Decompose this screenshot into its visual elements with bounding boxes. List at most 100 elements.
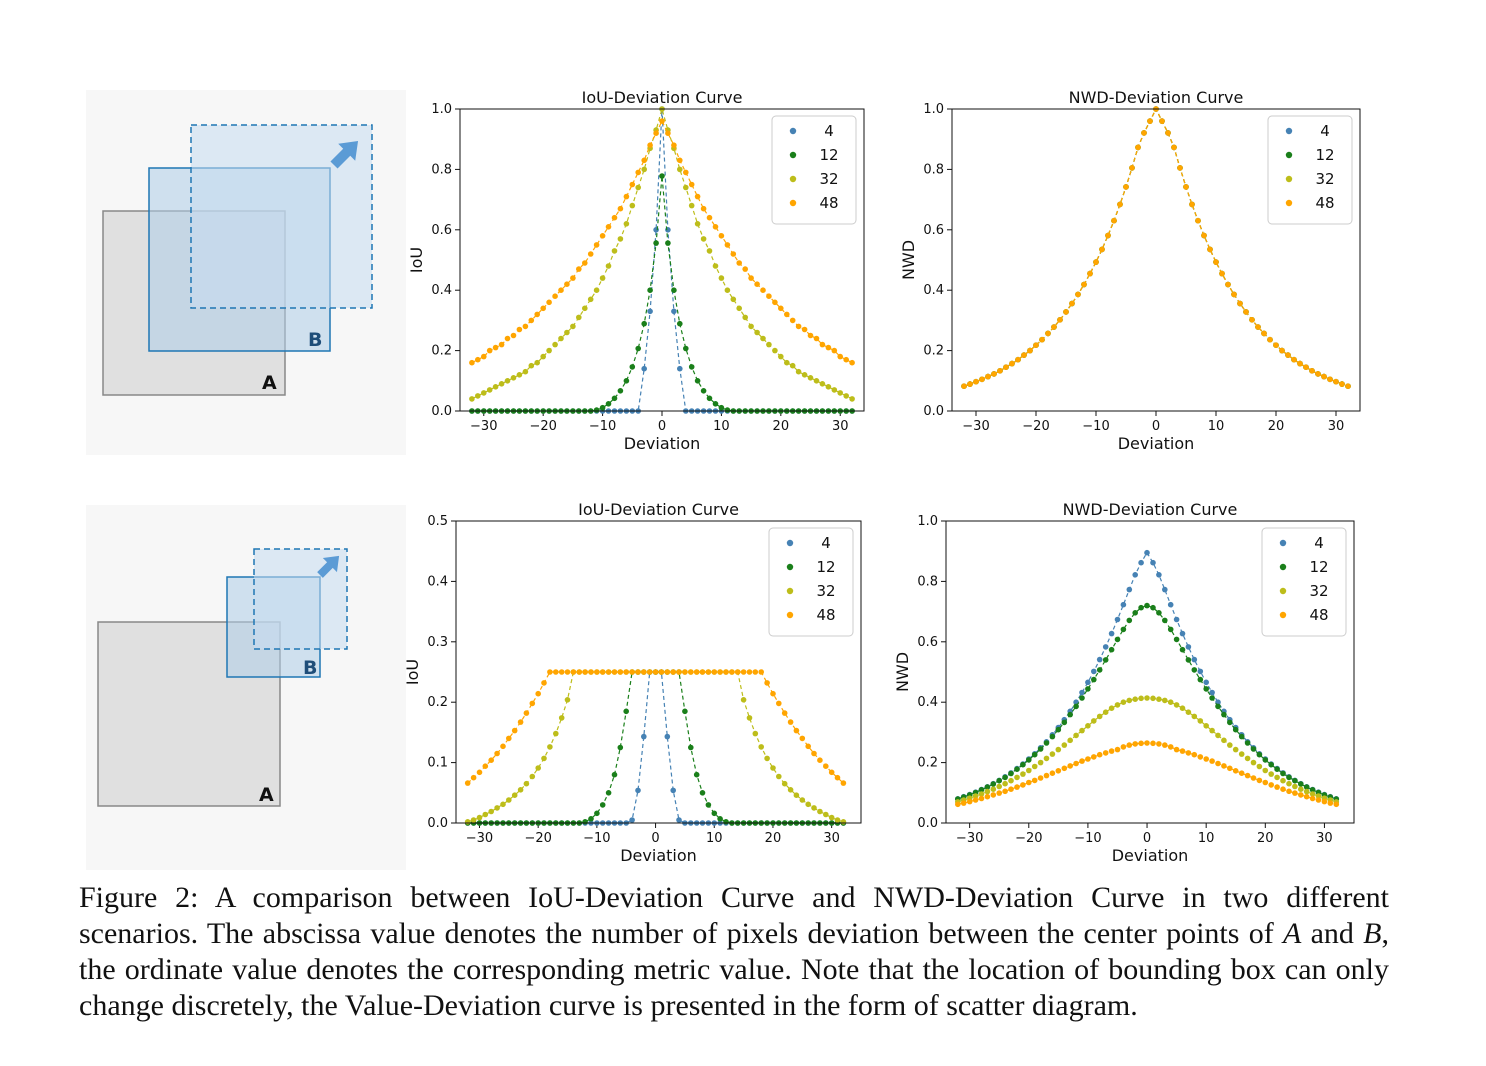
data-point-32 [516,372,523,378]
data-point-32 [1144,695,1150,701]
data-point-48 [469,359,475,366]
chart-title: NWD-Deviation Curve [1063,500,1238,519]
y-axis-label: NWD [899,240,918,280]
data-point-12 [1061,719,1068,726]
x-tick-label: −20 [529,419,556,434]
data-point-48 [1043,772,1050,779]
data-point-12 [694,378,701,384]
legend-label-12: 12 [816,558,835,576]
data-point-48 [1195,217,1201,224]
data-point-48 [476,769,483,776]
data-point-12 [1209,695,1215,701]
data-point-48 [1225,281,1231,288]
data-point-12 [1132,610,1138,616]
data-point-32 [1238,751,1245,757]
legend-marker-48 [786,611,794,619]
data-point-48 [617,669,624,675]
data-point-32 [1315,793,1322,799]
data-point-48 [635,669,641,675]
y-tick-label: 0.4 [431,283,452,298]
data-point-48 [682,669,688,675]
data-point-32 [688,202,695,209]
data-point-4 [629,817,635,823]
data-point-32 [546,347,552,354]
data-point-48 [528,317,535,324]
data-point-32 [1274,774,1280,781]
data-point-32 [564,697,571,703]
data-point-12 [1203,686,1209,692]
data-point-32 [1150,695,1156,702]
data-point-48 [734,669,741,675]
data-point-48 [1183,184,1189,190]
data-point-32 [558,335,564,342]
data-point-48 [486,347,493,354]
caption-var-b: B [1363,917,1382,950]
data-point-48 [664,669,671,675]
data-point-32 [801,372,808,378]
data-point-32 [1108,705,1115,711]
data-point-48 [1135,144,1141,151]
data-point-32 [523,780,530,787]
x-tick-label: 10 [1208,419,1225,434]
data-point-4 [1203,679,1209,686]
data-point-48 [758,669,764,675]
y-tick-label: 0.4 [923,283,944,298]
caption-lead: Figure 2: A comparison between IoU-Devia… [79,881,1389,950]
data-point-32 [1073,732,1079,739]
y-tick-label: 1.0 [917,514,938,529]
data-point-12 [1049,733,1056,740]
data-point-4 [1138,559,1144,566]
data-point-48 [1221,763,1227,769]
data-point-32 [813,378,820,384]
nwd-deviation-chart-1: NWD-Deviation Curve −30 −20 −10 0 10 20 30 0.0 0.… [899,88,1361,453]
data-point-32 [528,362,535,369]
plot-area [464,669,847,826]
data-point-32 [740,697,747,703]
data-point-12 [1191,667,1198,673]
data-point-12 [1020,761,1026,768]
y-tick-label: 0.1 [427,756,448,771]
data-point-12 [1055,726,1062,733]
legend-label-12: 12 [819,146,838,164]
x-tick-label: 10 [1198,831,1215,846]
data-point-48 [1179,748,1186,754]
data-point-48 [1256,777,1263,784]
data-point-12 [990,781,997,787]
legend-box [771,115,857,225]
data-point-32 [1085,723,1091,729]
data-point-12 [1167,626,1174,633]
data-point-32 [475,393,481,399]
data-point-32 [464,819,471,825]
data-point-48 [984,793,991,800]
data-point-48 [671,142,677,148]
data-point-48 [1209,758,1215,764]
data-point-32 [522,368,529,375]
y-tick-label: 0.4 [427,574,448,589]
data-point-48 [1213,259,1219,265]
data-point-48 [700,205,707,212]
box-overlap-diagram: A B [102,124,373,396]
data-point-4 [1179,630,1186,637]
data-point-48 [840,780,847,786]
data-point-32 [605,263,612,269]
data-point-12 [1292,777,1298,784]
data-point-48 [1009,360,1015,367]
series-line-32 [467,671,844,823]
plot-area [955,549,1340,808]
data-point-48 [1003,364,1009,371]
data-point-48 [705,669,712,675]
data-point-48 [1014,784,1020,790]
data-point-32 [529,773,536,780]
data-point-32 [712,263,719,269]
y-tick-label: 0.2 [917,756,938,771]
data-point-48 [665,130,671,136]
data-point-12 [1303,784,1310,790]
data-point-48 [996,790,1002,796]
legend-label-32: 32 [1309,582,1328,600]
data-point-48 [570,275,576,281]
data-point-48 [831,347,838,354]
data-point-32 [1262,767,1269,774]
data-point-4 [1079,689,1085,696]
data-point-32 [1244,755,1251,762]
data-point-12 [1037,746,1044,752]
